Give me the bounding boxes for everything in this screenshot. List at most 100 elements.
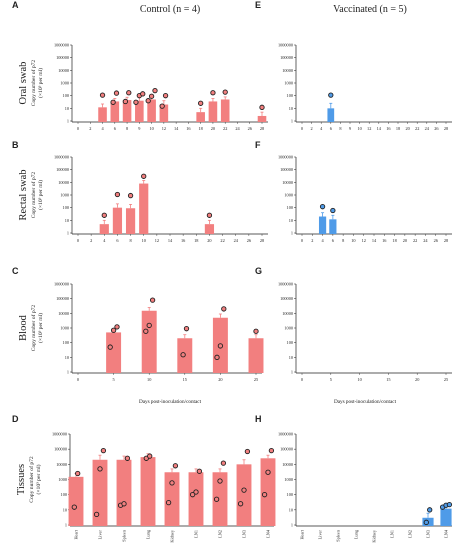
panel-d-data-point [196, 468, 203, 474]
panel-a-xtick-label: 9 [138, 126, 140, 131]
panel-c-ylabel-line2: (×10³ per ml) [37, 313, 44, 343]
panel-c-data-point [114, 324, 120, 330]
panel-e-xtick-label: 2 [311, 126, 313, 131]
panel-a-xtick-label: 14 [174, 126, 179, 131]
panel-b-xtick-label: 12 [155, 238, 159, 243]
panel-d-data-point [189, 492, 196, 498]
panel-h-xtick-label: LN2 [408, 530, 413, 538]
panel-f-xtick-label: 0 [301, 238, 303, 243]
panel-g-ytick-label: 10000 [282, 311, 293, 316]
panel-b-bar [99, 224, 109, 234]
panel-b-ytick-label: 10000 [58, 180, 69, 185]
panel-c-xtick-label: 0 [77, 377, 79, 382]
panel-c-xtick-label: 15 [183, 377, 187, 382]
panel-b-ytick-label: 100 [63, 205, 69, 210]
panel-e-ytick-label: 10 [289, 106, 293, 111]
panel-b-xtick-label: 8 [129, 238, 131, 243]
panel-e-xtick-label: 16 [386, 126, 391, 131]
panel-e-xtick-label: 12 [367, 126, 371, 131]
panel-g-ytick-label: 1000 [284, 326, 293, 331]
panel-d-xtick-label: Heart [74, 529, 79, 539]
panel-c-data-point [180, 352, 186, 358]
panel-a-ytick-label: 1000000 [54, 43, 69, 48]
panel-d-xtick-label: Kidney [170, 529, 175, 543]
panel-f-ytick-label: 1000000 [278, 155, 293, 160]
panel-d-xtick-label: Lung [146, 529, 151, 539]
panel-a-xtick-label: 12 [162, 126, 166, 131]
panel-b-row-label: Rectal swab [18, 169, 29, 220]
panel-b-xtick-label: 18 [194, 238, 198, 243]
panel-a-ytick-label: 10000 [58, 68, 69, 73]
panel-d-ylabel-line1: Copy number of p72 [28, 456, 35, 503]
panel-d-ytick-label: 10 [63, 507, 67, 512]
panel-g-ytick-label: 1000000 [278, 282, 293, 287]
panel-f-ytick-label: 10000 [282, 180, 293, 185]
panel-a-xtick-label: 26 [248, 126, 253, 131]
panel-b-bar [204, 224, 215, 234]
panel-d-data-point [265, 469, 271, 475]
panel-h-data-point [423, 519, 429, 525]
panel-b-bar [139, 183, 149, 234]
panel-b-xtick-label: 4 [103, 238, 106, 243]
panel-d-bar [92, 459, 108, 526]
panel-a-data-point [148, 93, 155, 99]
panel-a-ytick-label: 10 [65, 106, 69, 111]
panel-h-ytick-label: 1000 [284, 477, 293, 482]
panel-c-data-point [183, 326, 190, 332]
panel-g-xtick-label: 5 [330, 377, 332, 382]
panel-a-bar [208, 101, 218, 122]
panel-c-data-point [149, 297, 156, 303]
panel-g-xtick-label: 25 [444, 377, 448, 382]
panel-d-bar [68, 476, 84, 526]
panel-f-ytick-label: 100000 [280, 167, 293, 172]
panel-d-data-point [217, 478, 223, 484]
panel-b-data-point [206, 212, 213, 218]
panel-f-data-point [330, 207, 336, 214]
panel-h-xtick-label: LN1 [390, 530, 395, 538]
panel-d-xtick-label: LN3 [242, 530, 247, 538]
panel-a-bar [196, 112, 205, 122]
panel-a-xtick-label: 28 [260, 126, 264, 131]
panel-d-data-point [244, 448, 251, 455]
panel-e-ytick-label: 1000 [284, 81, 293, 86]
panel-d-data-point [193, 489, 199, 495]
panel-d-ytick-label: 100 [61, 492, 67, 497]
days-xlabel-vaccinated: Days post-inoculation/contact [334, 399, 397, 405]
panel-c-ytick-label: 100 [63, 340, 69, 345]
panel-c-data-point [214, 354, 220, 360]
panel-c-row-label: Blood [18, 314, 29, 340]
panel-a-ytick-label: 1000 [60, 81, 69, 86]
panel-d-data-point [220, 460, 227, 466]
panel-d-data-point [261, 492, 268, 498]
panel-b-data-point [101, 212, 107, 218]
panel-f-xtick-label: 4 [321, 238, 324, 243]
panel-b-ytick-label: 1 [67, 231, 69, 236]
panel-h-data-point [446, 501, 453, 508]
panel-a-data-point [162, 93, 169, 99]
panel-b-letter: B [12, 140, 19, 150]
panel-a-xtick-label: 24 [235, 126, 240, 131]
panel-c-ytick-label: 10 [65, 355, 69, 360]
panel-c-ylabel-line1: Copy number of p72 [30, 305, 37, 352]
panel-d-bar [260, 458, 276, 526]
panel-c-data-point [146, 322, 152, 329]
panel-a-ytick-label: 100 [63, 93, 69, 98]
panel-d-data-point [268, 447, 275, 454]
panel-f-xtick-label: 14 [372, 238, 377, 243]
panel-e-ytick-label: 100 [287, 93, 293, 98]
panel-e-xtick-label: 26 [434, 126, 439, 131]
panel-f-ytick-label: 1000 [284, 193, 293, 198]
panel-a-xtick-label: 16 [186, 126, 191, 131]
panel-f-letter: F [255, 140, 261, 150]
panel-g-ytick-label: 1 [291, 370, 293, 375]
panel-e-xtick-label: 20 [405, 126, 409, 131]
panel-a-data-point [126, 90, 132, 96]
panel-c-bar [248, 338, 264, 373]
panel-f-xtick-label: 18 [392, 238, 396, 243]
panel-h-letter: H [255, 414, 262, 424]
panel-d-data-point [165, 499, 172, 506]
panel-f-xtick-label: 10 [351, 238, 355, 243]
panel-b-xtick-label: 2 [90, 238, 92, 243]
panel-b-xtick-label: 22 [220, 238, 224, 243]
panel-b-ytick-label: 10 [65, 218, 69, 223]
